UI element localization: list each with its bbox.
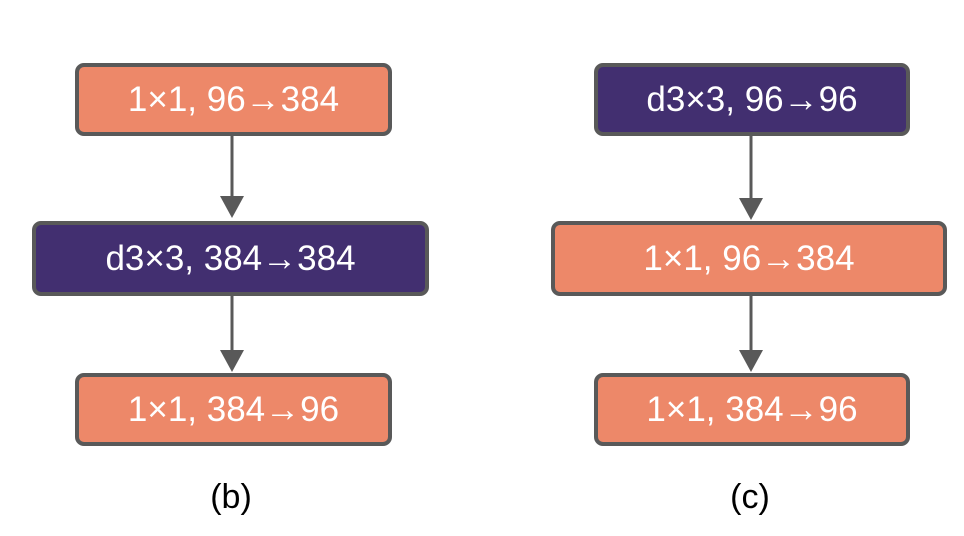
- caption-c: (c): [730, 478, 770, 516]
- block-label: d3×3, 96→96: [646, 79, 858, 119]
- block-b-conv1x1-project: 1×1, 384→96: [75, 373, 392, 446]
- block-c-dilated-conv3x3: d3×3, 96→96: [594, 63, 910, 136]
- arrow-c-2: [739, 295, 763, 372]
- block-label: 1×1, 96→384: [127, 79, 340, 119]
- block-b-dilated-conv3x3: d3×3, 384→384: [32, 221, 429, 296]
- caption-b: (b): [210, 478, 252, 516]
- block-label: 1×1, 96→384: [643, 238, 855, 278]
- block-label: 1×1, 384→96: [127, 389, 340, 429]
- block-c-conv1x1-expand: 1×1, 96→384: [551, 221, 947, 296]
- block-b-conv1x1-expand: 1×1, 96→384: [75, 63, 392, 136]
- block-label: 1×1, 384→96: [646, 389, 858, 429]
- block-c-conv1x1-project: 1×1, 384→96: [594, 373, 910, 446]
- block-label: d3×3, 384→384: [105, 238, 356, 278]
- arrow-b-2: [220, 295, 244, 372]
- arrow-c-1: [739, 135, 763, 220]
- arrow-b-1: [220, 134, 244, 218]
